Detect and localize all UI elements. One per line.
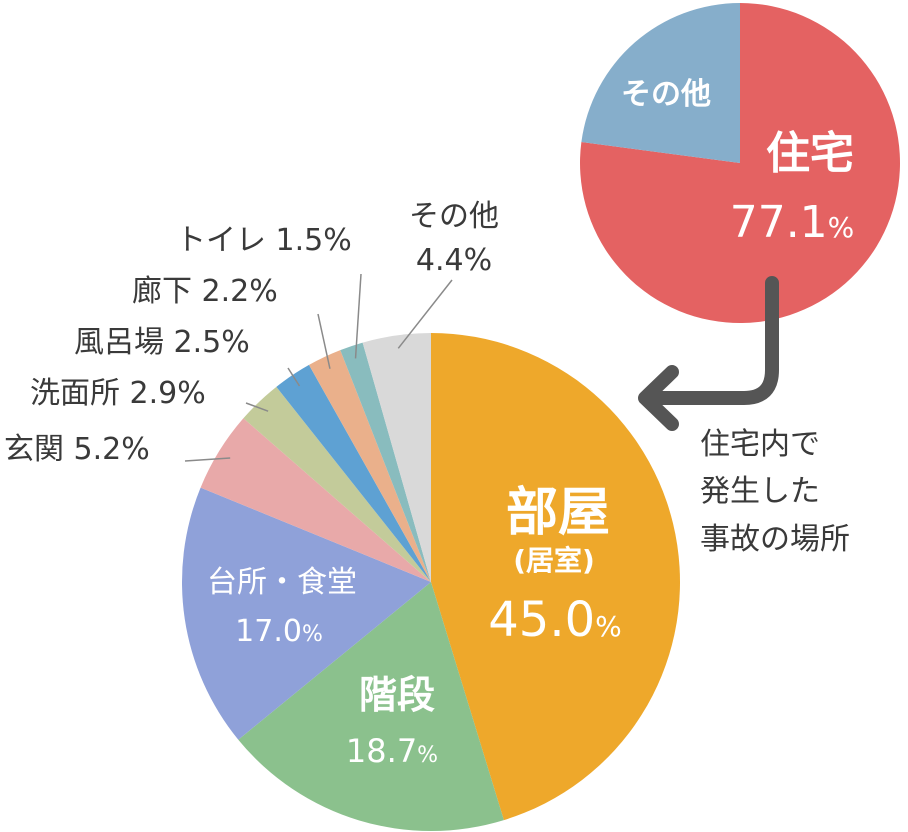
label-other: その他 (409, 199, 499, 234)
leader-line-5 (287, 367, 301, 387)
leader-lines (184, 273, 453, 462)
value-other: 4.4% (416, 243, 492, 278)
leader-line-8 (397, 279, 453, 349)
annotation-line-2: 発生した (700, 474, 820, 509)
label-washroom: 洗面所 2.9% (30, 376, 206, 411)
value-stairs: 18.7% (346, 732, 438, 770)
label-bathroom: 風呂場 2.5% (74, 325, 250, 360)
leader-line-4 (245, 402, 269, 412)
annotation-line-3: 事故の場所 (700, 522, 850, 557)
big-pie-slice-0 (431, 333, 680, 821)
big-pie-slice-7 (340, 342, 431, 582)
label-toilet: トイレ 1.5% (176, 223, 352, 258)
label-hallway: 廊下 2.2% (132, 274, 278, 309)
label-entrance: 玄関 5.2% (4, 432, 150, 467)
label-stairs: 階段 (359, 673, 435, 717)
annotation-line-1: 住宅内で (700, 427, 820, 462)
big-pie-slice-2 (181, 487, 431, 740)
big-pie (181, 333, 680, 831)
label-kitchen: 台所・食堂 (207, 565, 357, 600)
big-pie-slice-1 (238, 582, 504, 831)
small-pie (580, 3, 900, 323)
leader-line-6 (317, 313, 331, 369)
small-pie-slice-1 (581, 3, 740, 163)
big-pie-slice-6 (309, 350, 431, 582)
big-pie-slice-3 (200, 418, 431, 582)
connector-arrow (643, 276, 779, 405)
label-room-sub: (居室) (513, 544, 595, 577)
small-pie-value-home: 77.1% (730, 197, 855, 248)
leader-line-7 (354, 273, 362, 359)
big-pie-slice-4 (243, 386, 431, 582)
small-pie-label-other: その他 (621, 77, 711, 112)
big-pie-slice-8 (362, 333, 431, 582)
label-room: 部屋 (506, 483, 610, 543)
leader-line-3 (184, 457, 231, 462)
value-kitchen: 17.0% (235, 614, 323, 649)
big-pie-slice-5 (276, 364, 431, 582)
value-room: 45.0% (488, 592, 621, 648)
small-pie-label-home: 住宅 (766, 128, 854, 179)
arrow-head-icon (638, 365, 679, 431)
